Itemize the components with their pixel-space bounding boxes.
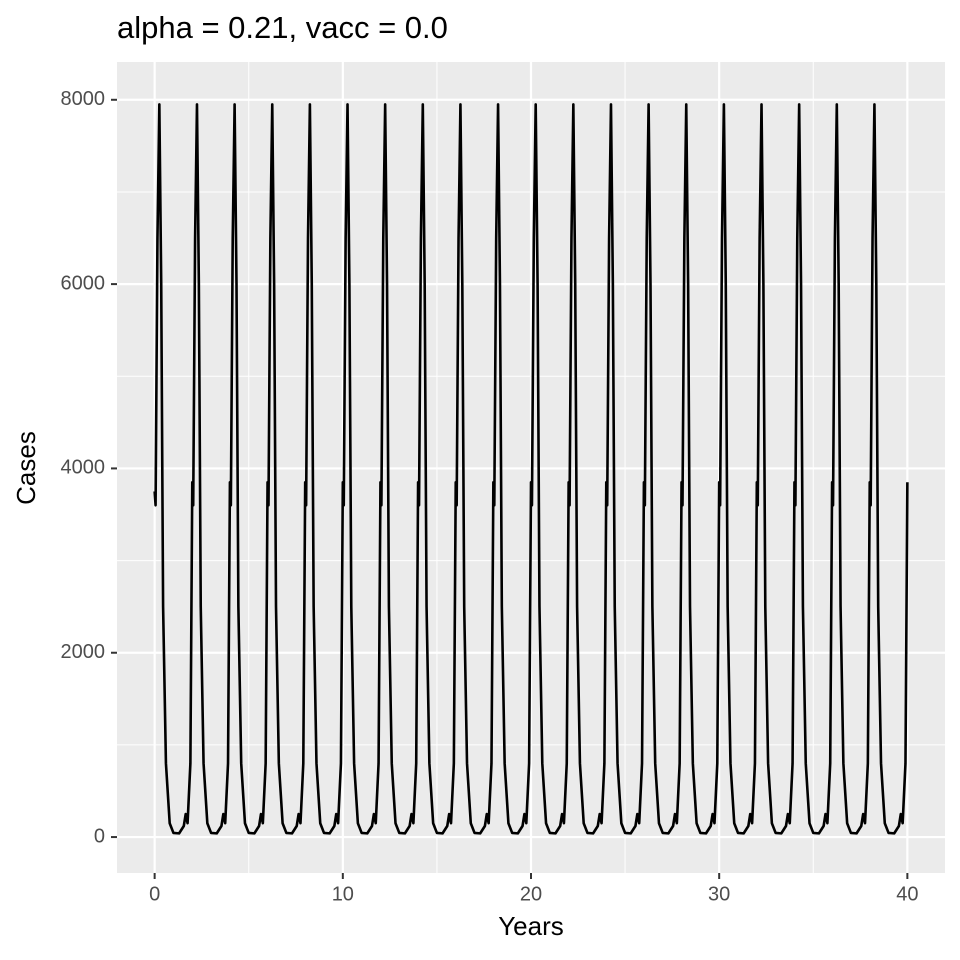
x-tick-label: 40	[896, 883, 918, 905]
x-tick-label: 0	[149, 883, 160, 905]
y-axis-label: Cases	[11, 431, 41, 505]
chart-title: alpha = 0.21, vacc = 0.0	[117, 10, 448, 45]
data-line	[153, 103, 909, 835]
x-axis-label: Years	[498, 911, 564, 941]
y-tick-label: 2000	[61, 641, 106, 663]
y-tick-label: 0	[94, 825, 105, 847]
x-tick-label: 20	[520, 883, 542, 905]
x-tick-label: 30	[708, 883, 730, 905]
x-tick-label: 10	[332, 883, 354, 905]
y-tick-label: 4000	[61, 457, 106, 479]
y-tick-label: 8000	[61, 88, 106, 110]
y-tick-label: 6000	[61, 272, 106, 294]
